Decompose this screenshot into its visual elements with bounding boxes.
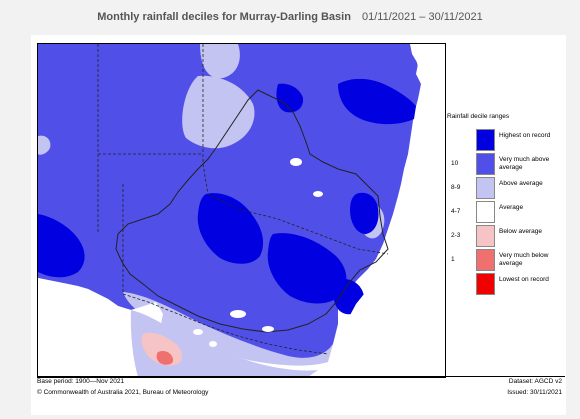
- legend-row: Lowest on record: [447, 273, 565, 295]
- base-period: Base period: 1900—Nov 2021: [37, 378, 125, 385]
- legend-label: Very much above average: [499, 156, 550, 171]
- dataset: Dataset: AGCD v2: [508, 378, 562, 385]
- highest-east-central: [267, 233, 347, 304]
- footer-divider: [37, 376, 565, 377]
- basin-boundary: [115, 89, 389, 333]
- legend-code: 8-9: [451, 184, 461, 191]
- south-coast-white: [38, 278, 163, 377]
- highest-west: [38, 214, 85, 278]
- legend-code: 2-3: [451, 232, 461, 239]
- legend-code: 10: [451, 160, 459, 167]
- legend-swatch: [476, 249, 495, 271]
- legend-label: Lowest on record: [499, 276, 549, 283]
- legend-row: Highest on record: [447, 129, 565, 151]
- highest-ne: [338, 78, 416, 125]
- copyright: © Commonwealth of Australia 2021, Bureau…: [37, 389, 209, 396]
- above-average-north: [200, 44, 240, 79]
- legend-title: Rainfall decile ranges: [447, 113, 510, 120]
- legend-label: Highest on record: [499, 132, 551, 139]
- very-much-below-south: [156, 350, 174, 365]
- legend-row: 4-7 Average: [447, 201, 565, 223]
- above-average-south: [123, 292, 333, 366]
- map-title: Monthly rainfall deciles for Murray-Darl…: [97, 11, 351, 23]
- legend-row: 1 Very much below average: [447, 249, 565, 271]
- highest-north: [276, 83, 304, 113]
- legend-row: 2-3 Below average: [447, 225, 565, 247]
- legend-swatch: [476, 153, 495, 175]
- map-panel: Rainfall decile ranges Highest on record…: [31, 35, 566, 415]
- legend-row: 10 Very much above average: [447, 153, 565, 175]
- highest-coast: [350, 192, 379, 234]
- map-header: Monthly rainfall deciles for Murray-Darl…: [0, 0, 580, 32]
- legend-code: 4-7: [451, 208, 461, 215]
- legend-code: 1: [451, 256, 455, 263]
- legend-label: Average: [499, 204, 524, 211]
- legend-swatch: [476, 129, 495, 151]
- above-average-west: [182, 75, 255, 149]
- issued-date: Issued: 30/11/2021: [507, 389, 562, 396]
- average-specks: [193, 158, 323, 347]
- coast-white: [323, 44, 445, 377]
- legend-swatch: [476, 177, 495, 199]
- legend-label: Very much below average: [499, 252, 549, 267]
- above-average-top-left: [38, 135, 51, 155]
- state-borders: [97, 44, 389, 355]
- legend-swatch: [476, 225, 495, 247]
- date-range: 01/11/2021 – 30/11/2021: [362, 11, 483, 23]
- legend-swatch: [476, 201, 495, 223]
- legend-swatch: [476, 273, 495, 295]
- legend-label: Below average: [499, 228, 542, 235]
- legend-row: 8-9 Above average: [447, 177, 565, 199]
- legend-label: Above average: [499, 180, 543, 187]
- rainfall-map: [37, 43, 446, 378]
